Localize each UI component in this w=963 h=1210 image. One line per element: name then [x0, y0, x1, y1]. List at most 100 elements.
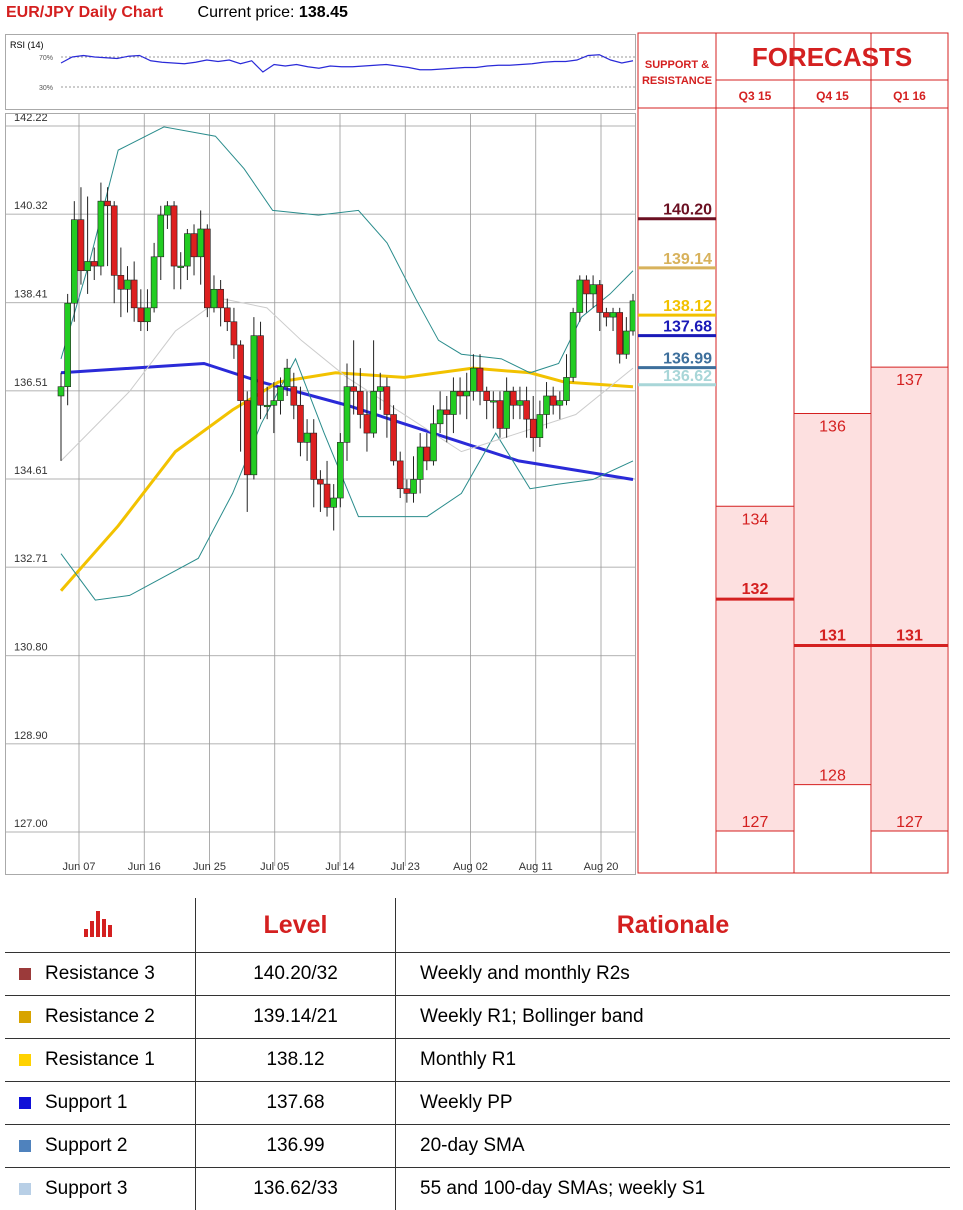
level-name: Support 1 [45, 1092, 127, 1113]
y-tick-label: 130.80 [14, 642, 48, 654]
candle-body [371, 391, 377, 433]
x-tick-label: Jul 14 [325, 861, 354, 873]
candle-body [178, 266, 184, 268]
candle-body [238, 345, 244, 401]
sr-level-label: 137.68 [663, 319, 712, 336]
forecast-high-label: 137 [896, 372, 923, 389]
level-name: Resistance 3 [45, 963, 155, 984]
candle-body [517, 401, 523, 406]
candle-body [284, 368, 290, 387]
x-tick-label: Jun 25 [193, 861, 226, 873]
level-rationale: 55 and 100-day SMAs; weekly S1 [396, 1168, 951, 1210]
candle-body [364, 415, 370, 434]
forecast-mid-label: 131 [819, 627, 846, 644]
forecast-mid-label: 132 [742, 581, 769, 598]
candle-body [504, 391, 510, 428]
rsi-chart: RSI (14) 70% 30% [6, 35, 635, 109]
candle-body [590, 285, 596, 294]
candle-body [550, 396, 556, 405]
x-tick-label: Jul 05 [260, 861, 289, 873]
candle-body [630, 301, 635, 331]
candle-body [144, 308, 150, 322]
candle-body [597, 285, 603, 313]
candle-body [138, 308, 144, 322]
candle-body [397, 461, 403, 489]
candle-body [344, 387, 350, 443]
level-rationale: Weekly PP [396, 1082, 951, 1125]
candle-body [477, 368, 483, 391]
level-swatch [19, 1011, 31, 1023]
candle-body [218, 289, 224, 308]
candlestick-chart: 142.22140.32138.41136.51134.61132.71130.… [6, 114, 635, 874]
candle-body [204, 229, 210, 308]
level-name: Support 3 [45, 1178, 127, 1199]
candle-body [191, 234, 197, 257]
candle-body [131, 280, 137, 308]
rsi-30-label: 30% [39, 85, 53, 92]
forecast-col-label: Q4 15 [816, 89, 849, 103]
candle-body [65, 303, 71, 386]
y-tick-label: 132.71 [14, 553, 48, 565]
candle-body [430, 424, 436, 461]
candle-body [497, 401, 503, 429]
level-name-cell: Resistance 1 [5, 1039, 196, 1082]
level-value: 136.99 [196, 1125, 396, 1168]
candle-body [563, 377, 569, 400]
candle-body [337, 442, 343, 498]
candle-body [470, 368, 476, 391]
forecast-range [872, 367, 947, 831]
candle-body [71, 220, 77, 303]
rsi-label: RSI (14) [10, 40, 44, 50]
candle-body [557, 401, 563, 406]
candle-body [450, 391, 456, 414]
candle-body [583, 280, 589, 294]
forecast-frame [638, 33, 948, 873]
candle-body [544, 396, 550, 415]
y-tick-label: 127.00 [14, 818, 48, 830]
level-value: 137.68 [196, 1082, 396, 1125]
candle-body [617, 312, 623, 354]
candle-body [424, 447, 430, 461]
level-value: 136.62/33 [196, 1168, 396, 1210]
bar-chart-icon [80, 907, 120, 937]
candle-body [91, 261, 97, 266]
candle-body [457, 391, 463, 396]
level-rationale: 20-day SMA [396, 1125, 951, 1168]
x-tick-label: Jun 07 [62, 861, 95, 873]
level-swatch [19, 1140, 31, 1152]
x-tick-label: Aug 11 [519, 861, 553, 873]
level-name-cell: Support 1 [5, 1082, 196, 1125]
candle-body [98, 201, 104, 266]
candle-body [384, 387, 390, 415]
level-swatch [19, 1183, 31, 1195]
y-tick-label: 140.32 [14, 200, 48, 212]
candle-body [231, 322, 237, 345]
forecast-col-label: Q1 16 [893, 89, 926, 103]
y-tick-label: 136.51 [14, 377, 48, 389]
candle-body [171, 206, 177, 266]
forecast-range [717, 506, 793, 831]
candle-body [118, 275, 124, 289]
sr-header: RESISTANCE [642, 75, 712, 87]
forecast-high-label: 134 [742, 511, 769, 528]
candle-body [437, 410, 443, 424]
level-rationale: Weekly and monthly R2s [396, 953, 951, 996]
candle-body [411, 479, 417, 493]
candle-body [58, 387, 64, 396]
candle-body [224, 308, 230, 322]
forecast-range [795, 414, 870, 785]
y-tick-label: 128.90 [14, 730, 48, 742]
candle-body [570, 312, 576, 377]
sr-level-label: 136.99 [663, 351, 712, 368]
candle-body [277, 387, 283, 401]
candle-body [78, 220, 84, 271]
forecast-mid-label: 131 [896, 627, 923, 644]
sr-level-label: 139.14 [663, 251, 712, 268]
y-axis-ticks: 142.22140.32138.41136.51134.61132.71130.… [14, 114, 48, 830]
